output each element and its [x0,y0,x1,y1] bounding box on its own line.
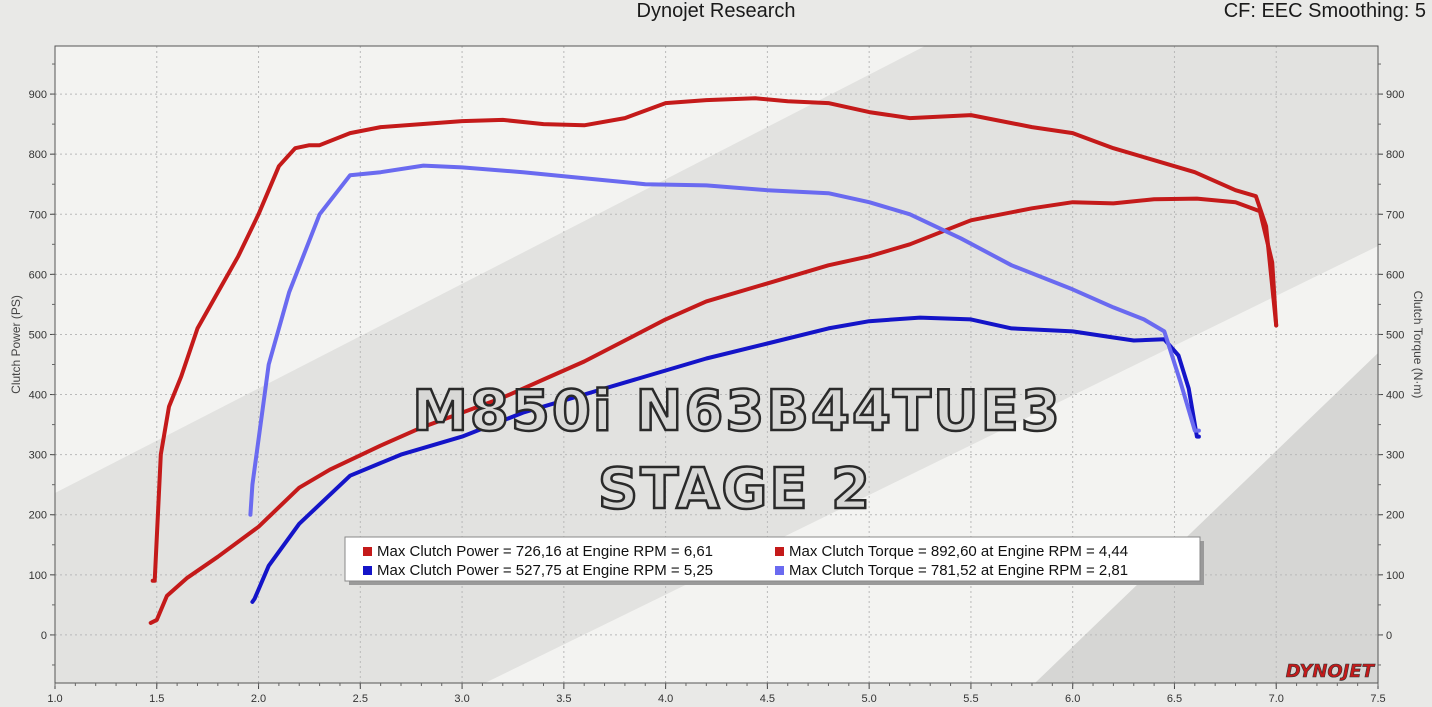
x-tick-label: 7.5 [1370,693,1385,705]
band-lower [1035,353,1378,683]
legend-entry: Max Clutch Power = 726,16 at Engine RPM … [377,543,713,560]
x-tick-label: 5.5 [963,693,978,705]
legend-swatch [775,547,784,556]
y-axis-label-left: Clutch Power (PS) [9,295,23,394]
overlay-title-line2: STAGE 2 [598,457,872,522]
legend-swatch [775,566,784,575]
y-axis-label-right: Clutch Torque (N·m) [1411,291,1425,399]
y-tick-label-right: 400 [1386,390,1404,402]
series-line-2 [148,196,1279,625]
legend-entry: Max Clutch Torque = 892,60 at Engine RPM… [789,543,1128,560]
y-tick-label-right: 500 [1386,329,1404,341]
legend-entry: Max Clutch Torque = 781,52 at Engine RPM… [789,562,1128,579]
x-tick-label: 2.5 [353,693,368,705]
series-line-3 [250,315,1201,604]
y-tick-label-left: 500 [29,329,47,341]
x-tick-label: 4.0 [658,693,673,705]
x-tick-label: 4.5 [760,693,775,705]
y-tick-label-right: 600 [1386,269,1404,281]
x-tick-label: 7.0 [1269,693,1284,705]
y-tick-label-left: 400 [29,390,47,402]
x-tick-label: 2.0 [251,693,266,705]
y-tick-label-right: 900 [1386,89,1404,101]
y-tick-label-left: 200 [29,510,47,522]
y-tick-label-left: 0 [41,630,47,642]
y-tick-label-right: 100 [1386,570,1404,582]
y-tick-label-left: 100 [29,570,47,582]
series-line-1 [150,96,1279,583]
x-tick-label: 3.0 [454,693,469,705]
legend: Max Clutch Power = 726,16 at Engine RPM … [344,536,1204,585]
y-tick-label-left: 800 [29,149,47,161]
x-tick-label: 6.0 [1065,693,1080,705]
y-tick-label-left: 300 [29,450,47,462]
x-tick-label: 6.5 [1167,693,1182,705]
y-tick-label-left: 700 [29,209,47,221]
y-tick-label-right: 300 [1386,450,1404,462]
y-tick-label-right: 0 [1386,630,1392,642]
series-line-4 [248,163,1201,517]
y-tick-label-left: 900 [29,89,47,101]
chart-header-settings: CF: EEC Smoothing: 5 [1223,0,1426,22]
x-tick-label: 1.0 [47,693,62,705]
y-tick-label-right: 800 [1386,149,1404,161]
x-tick-label: 5.0 [862,693,877,705]
dynojet-logo: DYNOJET [1286,661,1376,682]
legend-box [344,536,1201,582]
y-tick-label-right: 700 [1386,209,1404,221]
legend-swatch [363,547,372,556]
legend-swatch [363,566,372,575]
x-tick-label: 3.5 [556,693,571,705]
y-tick-label-right: 200 [1386,510,1404,522]
legend-entry: Max Clutch Power = 527,75 at Engine RPM … [377,562,713,579]
overlay-title-group: M850i N63B44TUE3 STAGE 2 [411,378,1062,524]
series-group [148,96,1279,625]
chart-header-title: Dynojet Research [636,0,796,22]
x-tick-label: 1.5 [149,693,164,705]
overlay-title-line1: M850i N63B44TUE3 [412,379,1062,444]
y-tick-label-left: 600 [29,269,47,281]
axis-ticks: 1.0 1.5 2.0 2.5 3.0 3.5 4.0 4.5 5.0 5.5 6.0 6.5 7.0 7… [29,63,1404,705]
